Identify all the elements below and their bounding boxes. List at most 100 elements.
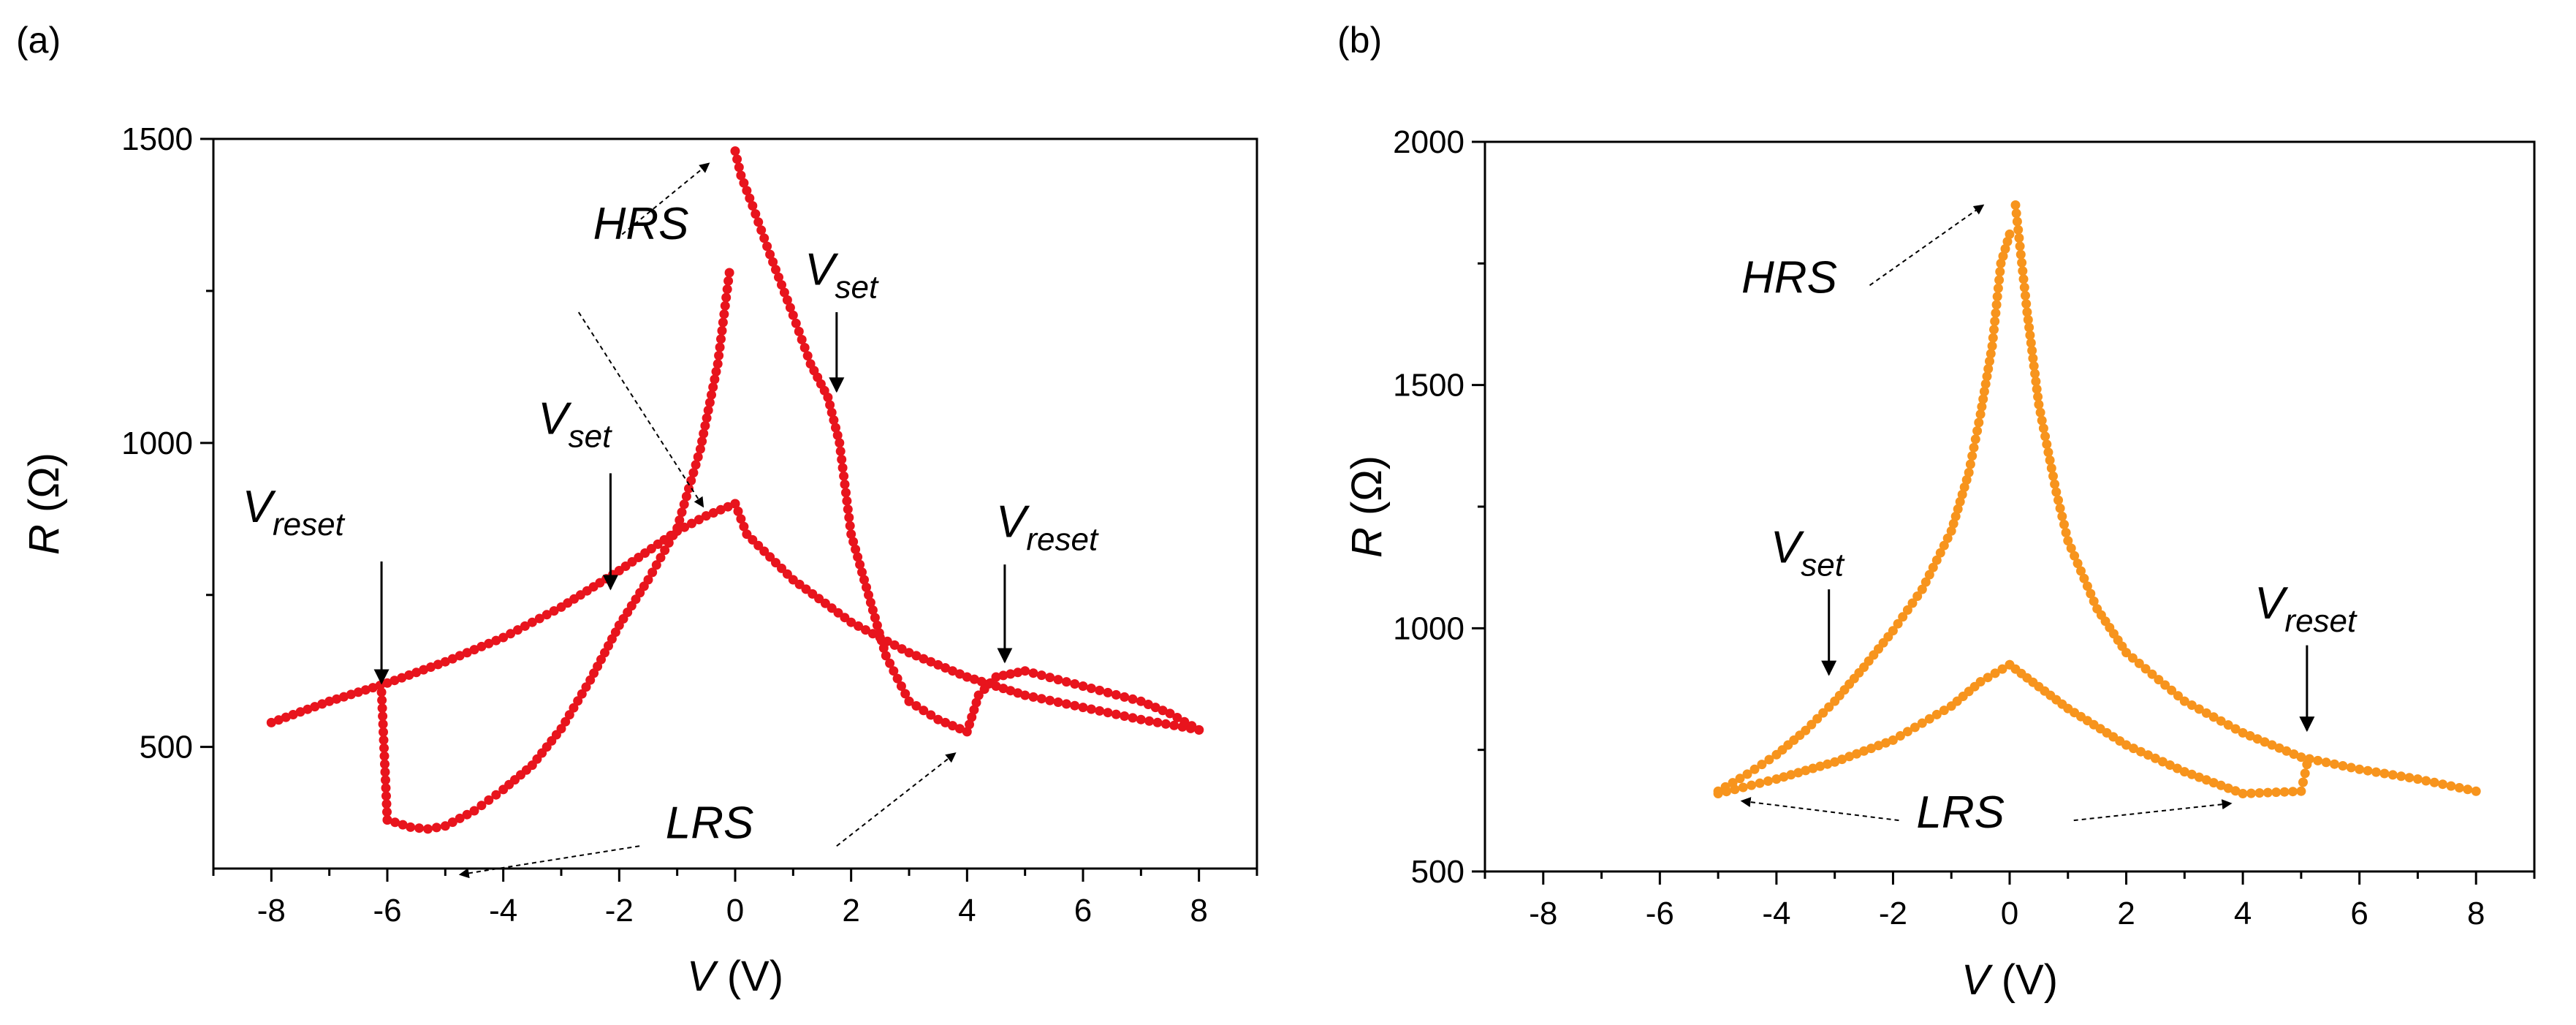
data-point [2412, 774, 2423, 784]
data-point [967, 712, 977, 722]
data-point [2363, 765, 2373, 776]
data-point [699, 428, 709, 439]
data-point [833, 608, 843, 618]
data-point [701, 511, 711, 521]
data-point [962, 672, 972, 682]
data-point [1045, 673, 1055, 683]
data-point [414, 823, 425, 833]
data-point [1985, 356, 1994, 366]
annotation-arrow [2073, 799, 2233, 822]
data-point [2296, 786, 2306, 796]
x-tick-label: 8 [1190, 893, 1207, 928]
data-point [791, 318, 801, 328]
panel-label: (a) [16, 20, 61, 61]
data-point [1993, 283, 2003, 293]
data-point [1103, 708, 1113, 718]
data-point [684, 483, 694, 493]
data-point [759, 233, 770, 243]
data-point [1917, 584, 1927, 594]
data-point [1786, 770, 1796, 780]
data-point [1931, 555, 1942, 565]
data-point [1779, 772, 1789, 782]
data-point [1990, 668, 2000, 678]
data-point [1806, 719, 1817, 730]
x-tick-label: 2 [842, 893, 859, 928]
data-point [377, 703, 387, 714]
data-point [730, 499, 740, 509]
data-point [840, 480, 850, 489]
data-point [2033, 392, 2043, 402]
data-point [872, 620, 882, 630]
data-point [672, 523, 683, 533]
y-tick-label: 2000 [1393, 124, 1464, 160]
data-point [857, 567, 867, 578]
data-point [1158, 706, 1168, 716]
data-point [681, 491, 691, 502]
data-point [2000, 243, 2010, 254]
data-point [2230, 724, 2241, 734]
data-point [484, 795, 494, 805]
data-point [2201, 708, 2211, 718]
data-point [1907, 598, 1918, 608]
data-point [573, 696, 583, 706]
x-tick-label: -2 [1879, 896, 1907, 931]
data-point [423, 824, 433, 834]
y-tick-label: 1000 [121, 425, 193, 461]
data-point [865, 597, 875, 608]
data-point [1946, 526, 1956, 536]
data-point [1128, 713, 1138, 723]
data-point [1893, 619, 1903, 629]
data-point [1763, 776, 1773, 786]
annotation-arrow [458, 845, 640, 879]
data-point [2271, 787, 2281, 798]
data-point [433, 659, 443, 670]
data-point [2035, 407, 2045, 417]
data-point [832, 430, 843, 440]
data-point [281, 712, 291, 722]
data-point [797, 335, 807, 344]
series-line [1717, 664, 2010, 795]
data-point [2031, 377, 2041, 387]
data-point [2194, 704, 2204, 714]
data-point [379, 743, 389, 753]
data-point [1939, 540, 1949, 551]
data-point [2014, 233, 2024, 243]
data-point [2216, 780, 2226, 790]
data-point [1144, 716, 1155, 726]
data-point [1942, 533, 1953, 543]
data-point [2053, 495, 2063, 505]
chart-panel-a: (a) -8 -6 -4 -2 0 2 4 6 8 500 1000 1500 V (V) R (Ω) HRS… [16, 20, 1258, 1000]
data-point [376, 687, 387, 697]
data-point [985, 678, 995, 688]
data-point [724, 268, 734, 278]
data-point [2018, 274, 2029, 284]
data-point [1950, 511, 1961, 521]
data-point [664, 538, 674, 548]
data-point [564, 710, 574, 720]
data-point [295, 707, 305, 717]
data-point [1955, 496, 1965, 507]
data-point [687, 518, 696, 529]
data-point [718, 317, 728, 328]
data-point [848, 537, 859, 547]
data-point [2208, 712, 2219, 722]
data-point [2063, 536, 2073, 546]
x-tick-label: -8 [257, 893, 286, 928]
data-point [379, 751, 390, 761]
data-point [703, 405, 713, 415]
x-axis-title: V (V) [687, 953, 783, 1000]
data-point [382, 815, 392, 825]
data-point [835, 438, 845, 448]
data-point [827, 407, 837, 417]
data-point [841, 488, 851, 498]
data-point [2346, 763, 2356, 773]
data-point [426, 662, 436, 672]
data-point [2040, 431, 2051, 442]
data-point [889, 666, 899, 676]
data-point [368, 683, 378, 693]
data-point [837, 463, 848, 473]
data-point [926, 657, 936, 667]
data-point [897, 644, 907, 654]
data-point [397, 673, 407, 683]
data-point [976, 676, 987, 687]
